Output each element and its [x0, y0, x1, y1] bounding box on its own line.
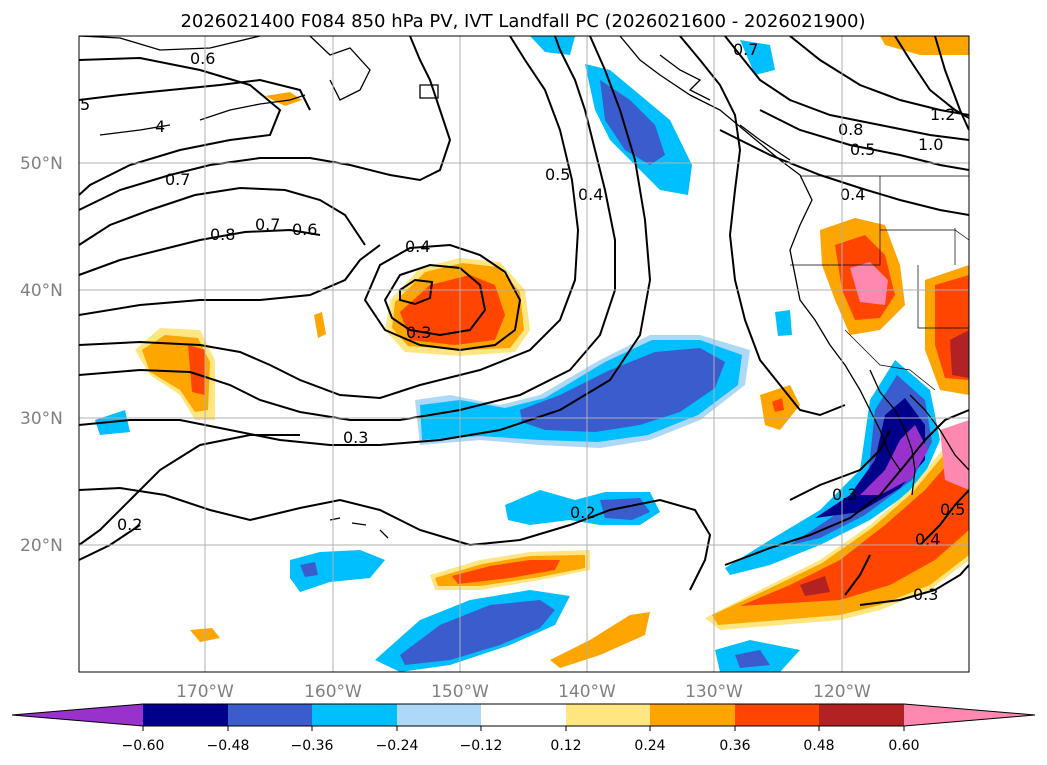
colorbar: −0.60 −0.48 −0.36 −0.24 −0.12 0.12 0.24 …: [11, 703, 1036, 754]
colorbar-tick-label: 0.24: [634, 738, 665, 754]
contour-label: 0.2: [570, 503, 595, 522]
colorbar-segment: [735, 704, 819, 726]
colorbar-extend-low: [12, 704, 143, 726]
shade-blue-se-inner: [735, 650, 770, 668]
colorbar-segment: [650, 704, 735, 726]
contour-label: 0.2: [117, 515, 142, 534]
colorbar-segment: [819, 704, 904, 726]
lat-label: 40°N: [20, 281, 63, 301]
contour-label: 0.4: [405, 237, 430, 256]
colorbar-tick-label: 0.36: [719, 738, 750, 754]
contour-label: 0.6: [292, 220, 317, 239]
latitude-labels: 50°N 40°N 30°N 20°N: [20, 154, 63, 556]
contour-label: 0.4: [578, 185, 603, 204]
lon-label: 150°W: [431, 682, 489, 702]
contour-label: 0.3: [406, 323, 431, 342]
colorbar-segment: [228, 704, 312, 726]
shade-navy-baja: [815, 398, 925, 518]
contour-label: 5: [80, 95, 90, 114]
contour-label: 4: [155, 117, 165, 136]
contour-label: 0.4: [915, 530, 940, 549]
colorbar-tick-label: −0.12: [460, 738, 503, 754]
colorbar-tick-label: 0.60: [888, 738, 919, 754]
shade-darkred-az: [950, 330, 969, 378]
shade-blue-topright: [740, 40, 775, 75]
contour-label: 0.5: [545, 165, 570, 184]
contour-label: 0.5: [940, 500, 965, 519]
shade-blue-18n: [290, 550, 385, 592]
contour-label: 0.7: [165, 170, 190, 189]
shade-orange-s: [550, 612, 650, 668]
shade-darkred-mx: [800, 576, 830, 596]
shade-blue-18n-inner: [300, 562, 318, 577]
colorbar-segment: [143, 704, 228, 726]
shade-blue-small-coast: [775, 310, 792, 336]
shade-orange-nw: [265, 92, 302, 106]
gridlines: [79, 36, 969, 672]
contour-label: 1.2: [930, 105, 955, 124]
lon-label: 160°W: [304, 682, 362, 702]
colorbar-segment: [481, 704, 566, 726]
colorbar-segment: [312, 704, 397, 726]
colorbar-segment: [397, 704, 481, 726]
shade-orange-small: [314, 312, 326, 338]
contour-label: 0.4: [840, 185, 865, 204]
colorbar-tick-label: 0.12: [550, 738, 581, 754]
shade-blue-south: [400, 600, 555, 665]
shade-red-small3: [772, 398, 784, 412]
contour-label: 0.8: [210, 225, 235, 244]
shade-red-west: [188, 345, 205, 395]
lat-label: 20°N: [20, 536, 63, 556]
colorbar-tick-label: −0.60: [122, 738, 165, 754]
contour-label: 0.3: [343, 428, 368, 447]
lon-label: 120°W: [813, 682, 871, 702]
contour-label: 0.3: [832, 485, 857, 504]
lon-label: 170°W: [176, 682, 234, 702]
shade-red-15n: [452, 560, 560, 584]
figure-title: 2026021400 F084 850 hPa PV, IVT Landfall…: [180, 11, 865, 32]
coastlines: [79, 36, 969, 539]
contour-labels: 0.6 5 4 0.7 0.8 0.7 0.6 0.4 0.3 0.5 0.4 …: [80, 40, 965, 604]
contour-label: 0.7: [733, 40, 758, 59]
contour-label: 0.3: [913, 585, 938, 604]
colorbar-tick-label: −0.24: [376, 738, 419, 754]
shade-pink-ca: [850, 262, 888, 305]
shade-blue-top: [530, 36, 575, 55]
lat-label: 50°N: [20, 154, 63, 174]
lon-label: 140°W: [558, 682, 616, 702]
colorbar-tick-label: 0.48: [803, 738, 834, 754]
contour-label: 0.5: [850, 140, 875, 159]
longitude-labels: 170°W 160°W 150°W 140°W 130°W 120°W: [176, 682, 871, 702]
map-panel: 0.6 5 4 0.7 0.8 0.7 0.6 0.4 0.3 0.5 0.4 …: [20, 35, 970, 702]
contour-label: 1.0: [918, 135, 943, 154]
colorbar-tick-label: −0.48: [207, 738, 250, 754]
colorbar-ticks: [142, 726, 905, 731]
colorbar-tick-label: −0.36: [291, 738, 334, 754]
colorbar-segment: [566, 704, 650, 726]
shade-blue-band-inner: [520, 348, 725, 432]
contour-label: 0.7: [255, 215, 280, 234]
shade-orange-topright: [880, 36, 969, 55]
lat-label: 30°N: [20, 409, 63, 429]
shade-red-central: [400, 275, 505, 345]
contour-label: 0.8: [838, 120, 863, 139]
lon-label: 130°W: [685, 682, 743, 702]
contour-label: 0.6: [190, 49, 215, 68]
shade-red-mx: [740, 445, 969, 606]
map-frame: [78, 35, 970, 673]
colorbar-extend-high: [904, 704, 1035, 726]
